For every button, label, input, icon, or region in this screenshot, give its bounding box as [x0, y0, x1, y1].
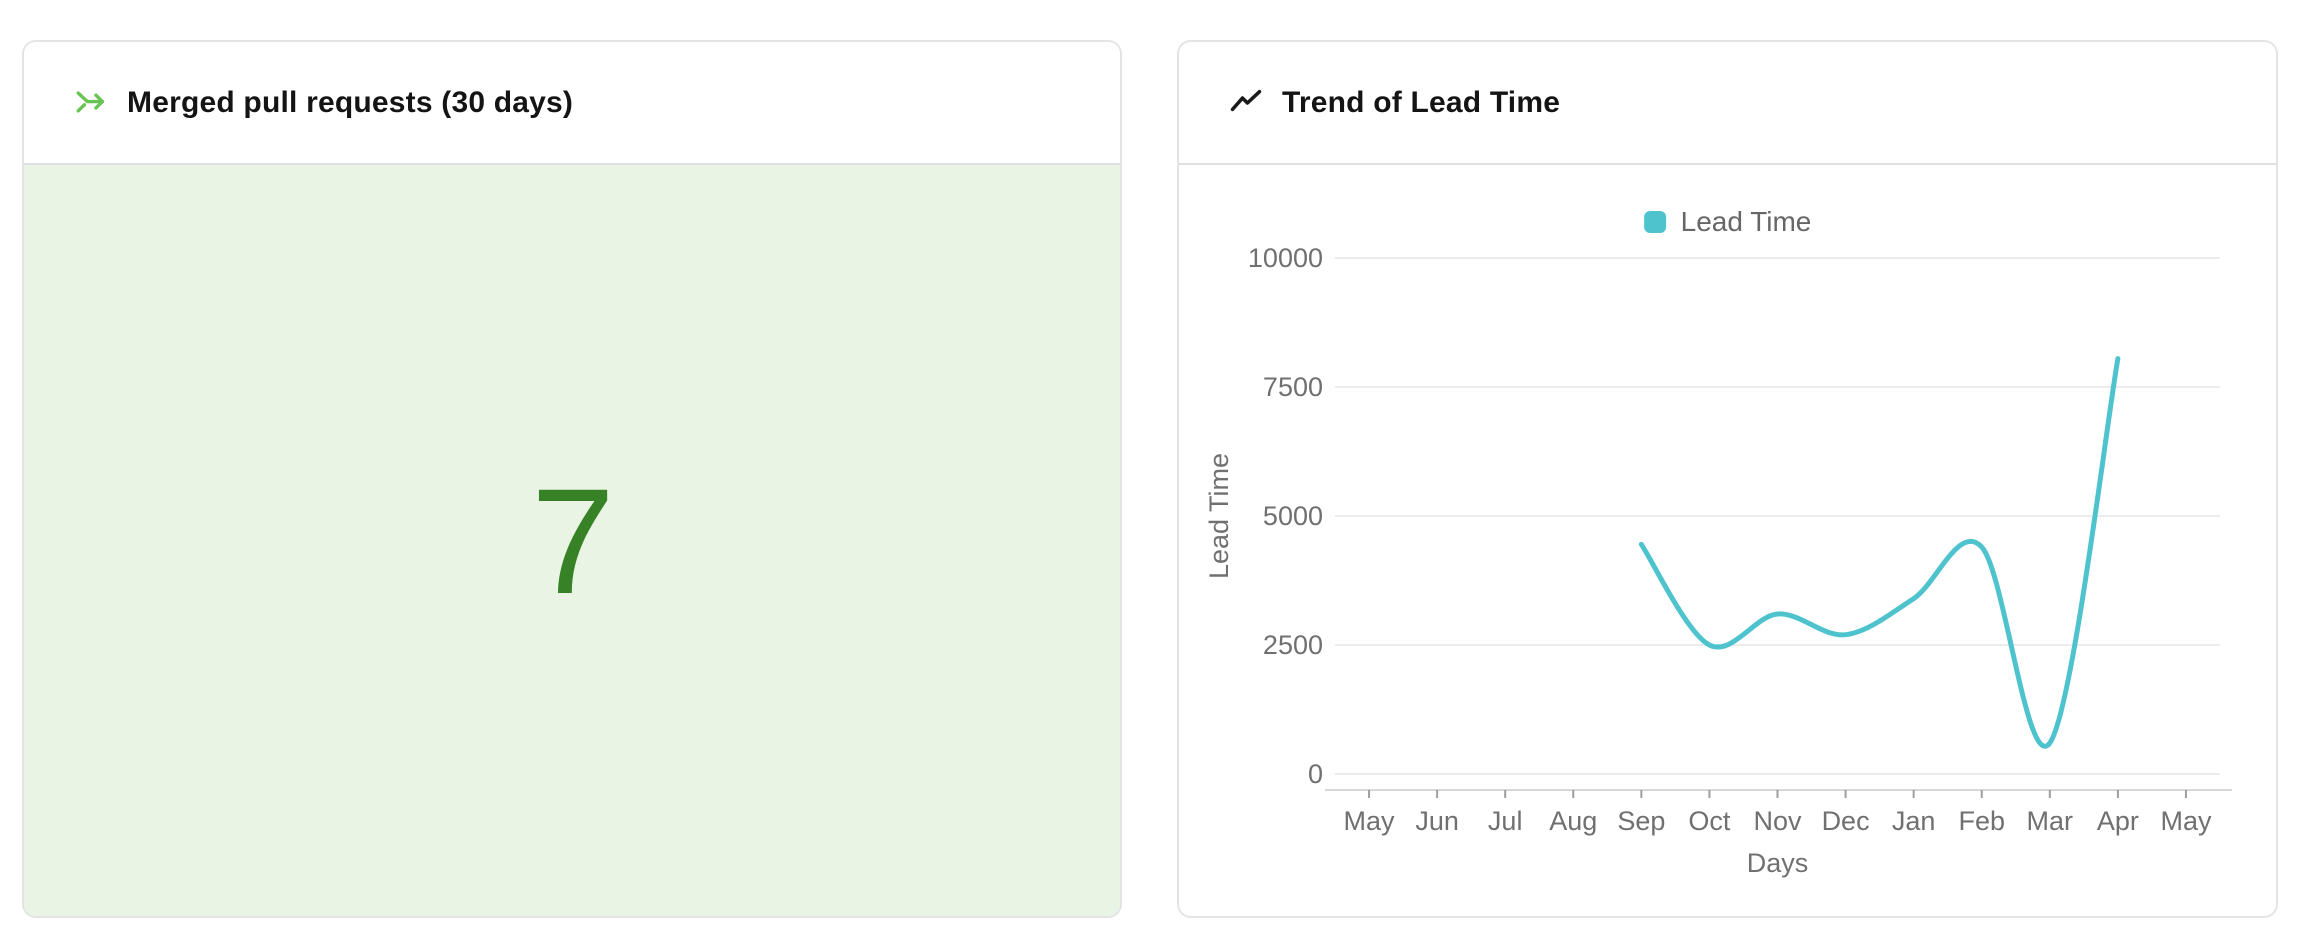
svg-text:Mar: Mar [2027, 806, 2074, 836]
svg-text:Nov: Nov [1753, 806, 1802, 836]
svg-text:2500: 2500 [1263, 630, 1323, 660]
merged-prs-panel: Merged pull requests (30 days) 7 [22, 40, 1122, 918]
merged-prs-stat-value: 7 [531, 456, 614, 625]
merged-prs-stat-area: 7 [24, 165, 1120, 916]
svg-text:10000: 10000 [1248, 243, 1323, 273]
svg-text:Jul: Jul [1488, 806, 1523, 836]
lead-time-panel-header: Trend of Lead Time [1179, 42, 2276, 165]
svg-text:Feb: Feb [1958, 806, 2005, 836]
svg-text:May: May [1344, 806, 1396, 836]
svg-text:Jan: Jan [1892, 806, 1936, 836]
legend-label: Lead Time [1680, 206, 1812, 237]
svg-text:Lead Time: Lead Time [1204, 453, 1234, 579]
lead-time-panel: Trend of Lead Time Lead Time 0 2500 5000 75… [1177, 40, 2278, 918]
legend-item-lead-time[interactable]: Lead Time [1643, 206, 1812, 238]
trend-up-icon [1228, 85, 1264, 121]
svg-text:0: 0 [1308, 759, 1323, 789]
merged-prs-panel-header: Merged pull requests (30 days) [24, 42, 1120, 165]
svg-text:5000: 5000 [1263, 501, 1323, 531]
merged-prs-title: Merged pull requests (30 days) [127, 85, 574, 119]
svg-text:Oct: Oct [1688, 806, 1731, 836]
svg-text:Days: Days [1747, 848, 1809, 878]
lead-time-chart-area[interactable]: Lead Time 0 2500 5000 7500 10000 May Jun Jul Aug… [1179, 165, 2276, 916]
svg-text:Jun: Jun [1415, 806, 1459, 836]
svg-text:7500: 7500 [1263, 372, 1323, 402]
svg-text:May: May [2160, 806, 2212, 836]
svg-text:Dec: Dec [1822, 806, 1870, 836]
legend-swatch [1643, 211, 1666, 233]
svg-text:Apr: Apr [2097, 806, 2139, 836]
svg-text:Aug: Aug [1549, 806, 1597, 836]
merge-arrow-icon [73, 85, 109, 121]
lead-time-title: Trend of Lead Time [1282, 85, 1561, 119]
svg-text:Sep: Sep [1617, 806, 1665, 836]
lead-time-line-chart[interactable]: 0 2500 5000 7500 10000 May Jun Jul Aug Sep Oct Nov D… [1179, 165, 2276, 916]
